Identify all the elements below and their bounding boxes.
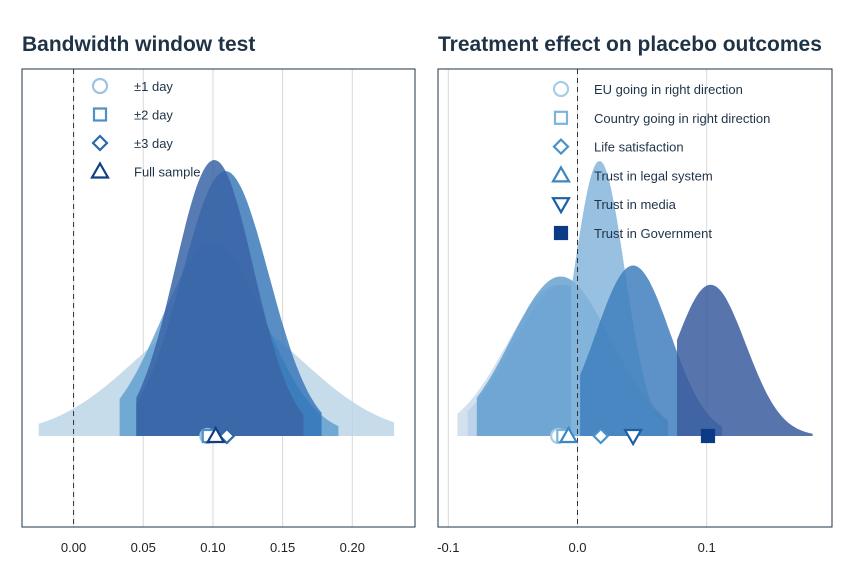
- plot-frame-bandwidth: [21, 68, 416, 528]
- legend-marker: [553, 110, 569, 125]
- x-tick-label: 0.20: [340, 540, 365, 555]
- legend-label: Full sample: [134, 165, 200, 180]
- legend-label: Trust in legal system: [594, 168, 713, 183]
- legend-label: Country going in right direction: [594, 111, 770, 126]
- point-estimate-marker: [700, 428, 716, 444]
- legend-marker: [90, 161, 110, 179]
- legend-marker: [552, 80, 570, 98]
- legend-bandwidth: ±1 day ±2 day ±3 day Full sample: [90, 77, 200, 180]
- x-axis-ticks-placebo: -0.1 0.0 0.1: [437, 540, 716, 555]
- point-estimate-marker: [558, 425, 579, 444]
- legend-label: ±2 day: [134, 108, 173, 123]
- panel-title-placebo: Treatment effect on placebo outcomes: [438, 33, 822, 56]
- legend-marker: [91, 134, 109, 152]
- legend-marker: [551, 197, 571, 215]
- x-tick-label: 0.1: [698, 540, 716, 555]
- legend-marker: [551, 165, 571, 183]
- legend-label: ±3 day: [134, 136, 173, 151]
- legend-marker: [91, 77, 109, 95]
- x-tick-label: 0.05: [131, 540, 156, 555]
- legend-marker: [552, 138, 570, 156]
- legend-label: Trust in media: [594, 197, 677, 212]
- panel-title-bandwidth: Bandwidth window test: [22, 33, 255, 56]
- legend-label: Life satisfaction: [594, 140, 684, 155]
- point-estimate-marker: [205, 425, 226, 444]
- legend-placebo: EU going in right direction Country going…: [551, 80, 770, 241]
- densities-placebo: [457, 161, 813, 436]
- point-estimate-marker: [623, 428, 643, 447]
- x-axis-ticks-bandwidth: 0.00 0.05 0.10 0.15 0.20: [61, 540, 365, 555]
- density-full-sample: [136, 160, 304, 436]
- x-tick-label: 0.00: [61, 540, 86, 555]
- density-trust-in-government: [677, 284, 813, 436]
- x-tick-label: 0.0: [568, 540, 586, 555]
- legend-label: Trust in Government: [594, 226, 712, 241]
- point-estimates-bandwidth: [199, 425, 236, 445]
- legend-label: EU going in right direction: [594, 82, 743, 97]
- point-estimates-placebo: [550, 425, 716, 447]
- legend-marker: [92, 107, 108, 122]
- plot-frame-placebo: [437, 68, 833, 528]
- legend-label: ±1 day: [134, 79, 173, 94]
- point-estimate-marker: [592, 427, 610, 445]
- legend-marker: [553, 225, 569, 241]
- densities-bandwidth: [38, 160, 395, 436]
- x-tick-label: 0.10: [200, 540, 225, 555]
- bandwidth-panel: Bandwidth window test ±1 day ±2 day ±3 day…: [21, 33, 416, 555]
- x-tick-label: 0.15: [270, 540, 295, 555]
- placebo-panel: Treatment effect on placebo outcomes EU …: [437, 33, 833, 555]
- x-tick-label: -0.1: [437, 540, 459, 555]
